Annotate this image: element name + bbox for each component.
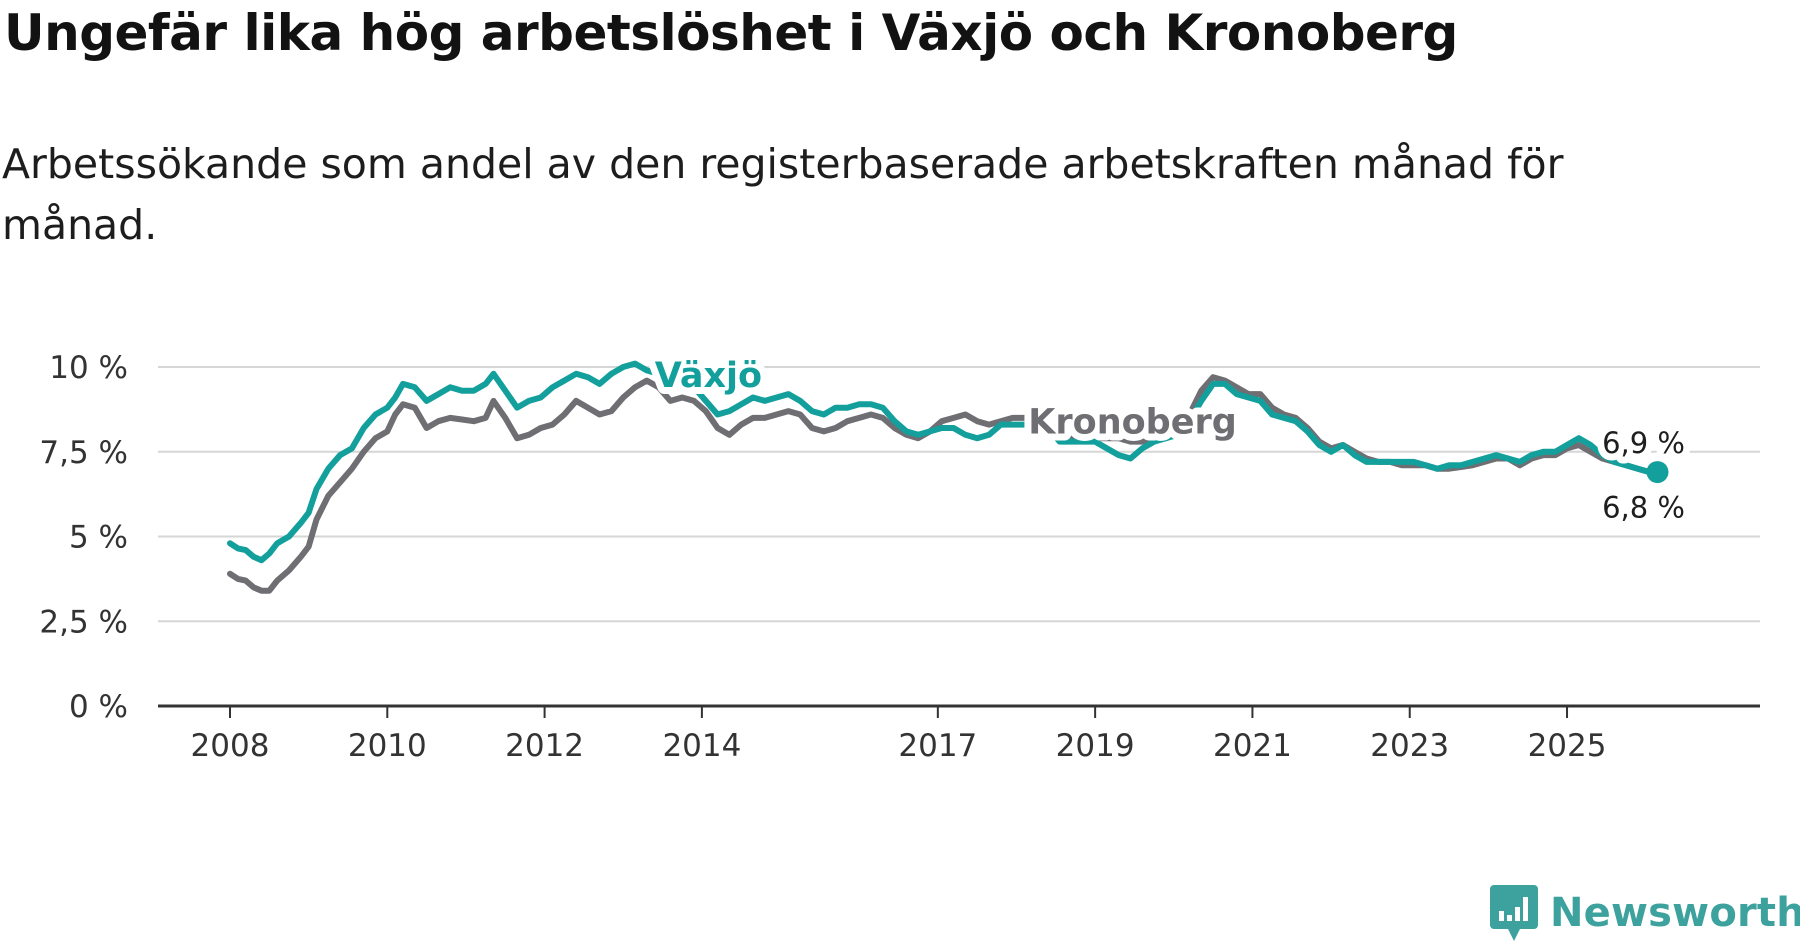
x-tick-label: 2023	[1370, 728, 1449, 764]
y-tick-label: 5 %	[69, 520, 128, 556]
brand-name: Newsworthy	[1550, 890, 1800, 936]
x-tick-label: 2008	[191, 728, 270, 764]
kronoberg-end-value-label: 6,8 %	[1602, 490, 1685, 524]
x-tick-label: 2019	[1056, 728, 1135, 764]
series-line-vxj	[227, 360, 1661, 564]
x-tick-label: 2025	[1528, 728, 1607, 764]
series-labels: Växjö Kronoberg 6,9 % 6,8 %	[648, 349, 1692, 531]
series-lines	[227, 360, 1669, 594]
y-tick-label: 2,5 %	[39, 604, 128, 640]
x-tick-label: 2021	[1213, 728, 1292, 764]
y-tick-label: 10 %	[49, 350, 128, 386]
y-tick-label: 7,5 %	[39, 435, 128, 471]
chart-title: Ungefär lika hög arbetslöshet i Växjö oc…	[4, 4, 1458, 62]
x-tick-label: 2012	[505, 728, 584, 764]
kronoberg-series-label: Kronoberg	[1028, 403, 1237, 443]
y-axis-tick-labels: 0 % 2,5 % 5 % 7,5 % 10 %	[39, 350, 128, 725]
x-tick-label: 2014	[662, 728, 741, 764]
newsworthy-logo: Newsworthy	[1490, 885, 1800, 941]
vaxjo-series-label: Växjö	[655, 356, 762, 396]
vaxjo-end-point	[1646, 461, 1669, 484]
grid-lines	[158, 366, 1760, 623]
vaxjo-end-value-label: 6,9 %	[1602, 426, 1685, 460]
chart-subtitle: Arbetssökande som andel av den registerb…	[2, 140, 1564, 249]
x-tick-label: 2017	[898, 728, 977, 764]
y-tick-label: 0 %	[69, 689, 128, 725]
newsworthy-logo-icon	[1490, 885, 1538, 941]
x-tick-label: 2010	[348, 728, 427, 764]
series-line-kronoberg	[227, 374, 1661, 594]
x-axis-ticks: 2008 2010 2012 2014 2017 2019 2021 2023 2025	[191, 706, 1607, 764]
